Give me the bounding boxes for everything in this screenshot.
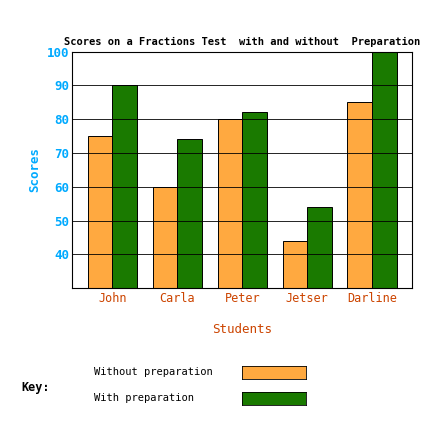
Text: Students: Students <box>212 323 272 336</box>
Title: Scores on a Fractions Test  with and without  Preparation: Scores on a Fractions Test with and with… <box>64 37 420 47</box>
Bar <box>218 119 242 390</box>
Bar <box>372 52 397 390</box>
Bar <box>242 112 267 390</box>
Bar <box>88 136 112 390</box>
Text: Without preparation: Without preparation <box>94 367 212 377</box>
Bar <box>177 139 202 390</box>
Text: With preparation: With preparation <box>94 393 193 403</box>
Bar <box>307 207 332 390</box>
Text: Key:: Key: <box>21 381 50 393</box>
Bar <box>283 241 307 390</box>
Bar <box>112 86 137 390</box>
Bar <box>153 187 177 390</box>
Bar <box>348 102 372 390</box>
Y-axis label: Scores: Scores <box>28 147 41 192</box>
